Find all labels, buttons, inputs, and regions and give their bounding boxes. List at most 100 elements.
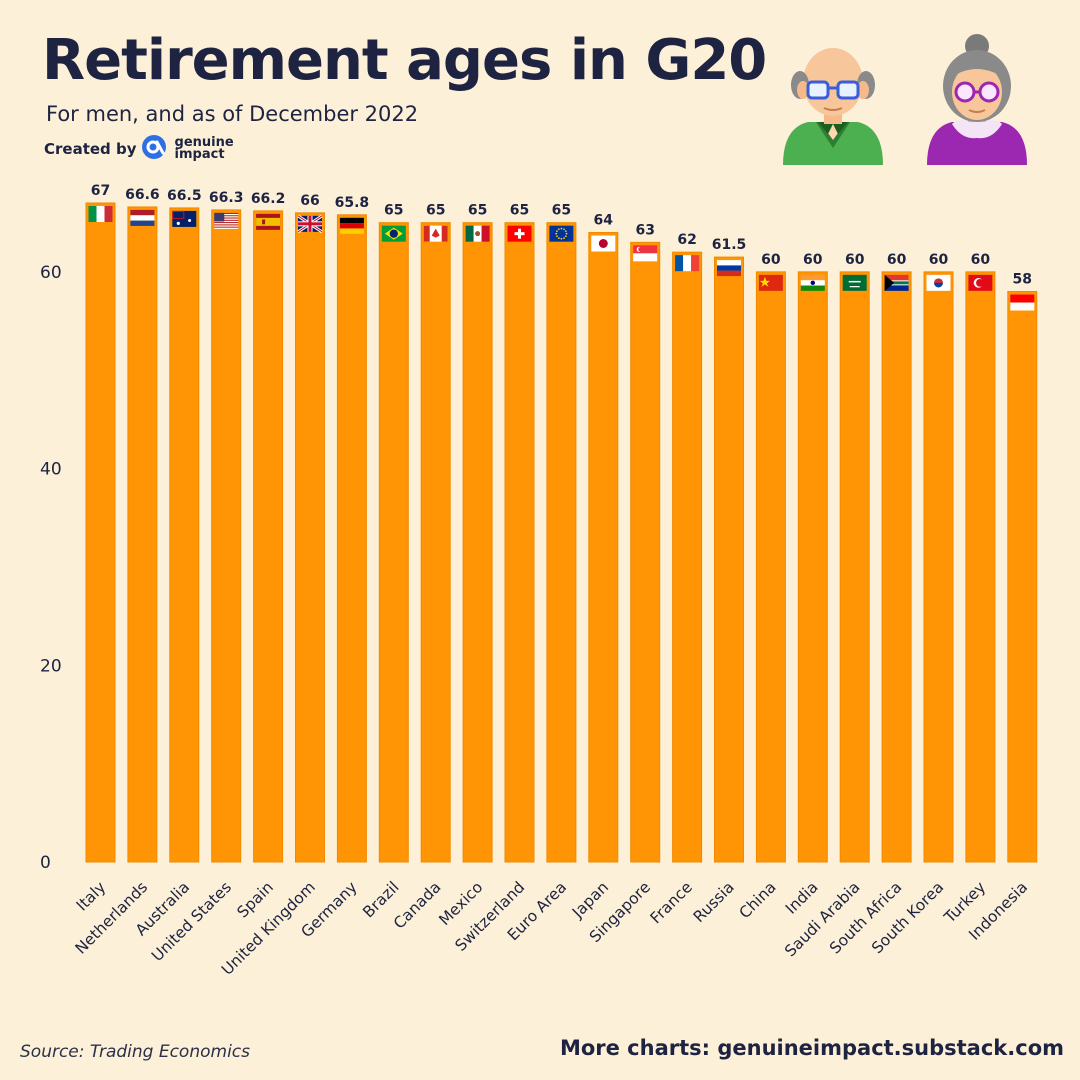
value-label: 60: [971, 252, 991, 268]
bar: [588, 232, 619, 863]
category-label: Russia: [690, 878, 738, 926]
y-tick-label: 60: [40, 263, 62, 283]
bar: [797, 271, 828, 863]
bar-group: 60 China: [736, 252, 786, 922]
credit-brand: genuine impact: [174, 135, 234, 162]
more-charts-link[interactable]: More charts: genuineimpact.substack.com: [559, 1036, 1064, 1060]
canada-flag-icon: [423, 225, 448, 242]
brazil-flag-icon: [381, 225, 406, 242]
bar: [1007, 291, 1038, 863]
united-states-flag-icon: [214, 212, 239, 229]
bars-group: 67Italy66.6Netherlands66.5Australia66.3U…: [72, 183, 1038, 979]
bar: [295, 212, 325, 863]
bar: [378, 222, 409, 863]
value-label: 66.6: [125, 187, 160, 203]
y-tick-label: 20: [40, 656, 62, 676]
bar: [881, 271, 912, 863]
bar: [672, 251, 703, 863]
bar: [504, 222, 535, 863]
south-africa-flag-icon: [884, 274, 909, 291]
value-label: 65: [510, 203, 529, 219]
bar-group: 60 India: [782, 252, 828, 918]
credit-line: Created by genuine impact: [44, 134, 234, 164]
bar: [169, 207, 200, 863]
old-man-icon: [783, 48, 883, 165]
spain-flag-icon: [256, 213, 281, 230]
turkey-flag-icon: [968, 274, 993, 291]
category-label: Canada: [390, 878, 444, 932]
bar: [85, 202, 116, 863]
value-label: 62: [677, 232, 696, 248]
value-label: 66: [300, 193, 319, 209]
y-axis: 0 20 40 60: [40, 263, 62, 873]
switzerland-flag-icon: [507, 225, 532, 242]
value-label: 63: [635, 222, 654, 238]
bar-group: 61.5 Russia: [690, 237, 746, 926]
credit-prefix: Created by: [44, 140, 137, 158]
bar: [923, 271, 954, 863]
bar: [253, 210, 284, 863]
bar: [755, 271, 786, 863]
bar: [546, 222, 577, 863]
value-label: 67: [91, 183, 110, 199]
netherlands-flag-icon: [130, 209, 155, 226]
australia-flag-icon: [172, 210, 197, 227]
value-label: 64: [594, 213, 614, 229]
value-label: 60: [887, 252, 907, 268]
bar: [127, 206, 158, 863]
source-note: Source: Trading Economics: [20, 1042, 250, 1062]
old-woman-icon: [927, 34, 1027, 165]
value-label: 66.2: [251, 191, 286, 207]
page-title: Retirement ages in G20: [42, 28, 767, 93]
bar: [211, 209, 242, 863]
france-flag-icon: [675, 255, 700, 272]
india-flag-icon: [800, 274, 825, 291]
page-subtitle: For men, and as of December 2022: [46, 102, 419, 126]
category-label: France: [647, 878, 696, 927]
value-label: 61.5: [712, 237, 747, 253]
value-label: 58: [1013, 272, 1032, 288]
italy-flag-icon: [88, 206, 113, 222]
value-label: 65: [468, 203, 487, 219]
bar: [420, 222, 451, 863]
russia-flag-icon: [717, 260, 741, 277]
category-label: India: [782, 878, 822, 918]
value-label: 60: [845, 252, 865, 268]
value-label: 65: [426, 203, 445, 219]
y-tick-label: 40: [40, 460, 62, 480]
bar: [336, 214, 367, 863]
value-label: 65: [552, 203, 571, 219]
germany-flag-icon: [339, 217, 364, 234]
bar: [462, 222, 493, 863]
china-flag-icon: [758, 274, 783, 291]
bar: [630, 241, 661, 863]
saudi-arabia-flag-icon: [842, 274, 867, 291]
value-label: 60: [929, 252, 949, 268]
singapore-flag-icon: [633, 245, 658, 262]
bar: [965, 271, 996, 863]
genuine-impact-logo-icon: [141, 134, 171, 164]
value-label: 60: [803, 252, 823, 268]
brand-line-1: genuine: [174, 135, 234, 150]
bar-group: 67 Italy: [73, 183, 116, 915]
japan-flag-icon: [591, 235, 616, 252]
value-label: 66.3: [209, 190, 244, 206]
category-label: Italy: [73, 878, 110, 915]
value-label: 60: [761, 252, 781, 268]
brand-line-2: impact: [174, 147, 225, 162]
value-label: 65: [384, 203, 403, 219]
euro-area-flag-icon: [549, 225, 574, 242]
category-label: China: [736, 878, 780, 922]
indonesia-flag-icon: [1010, 294, 1035, 311]
mexico-flag-icon: [465, 225, 490, 242]
bar: [714, 256, 744, 863]
value-label: 65.8: [335, 195, 370, 211]
united-kingdom-flag-icon: [297, 214, 323, 234]
south-korea-flag-icon: [926, 274, 951, 291]
